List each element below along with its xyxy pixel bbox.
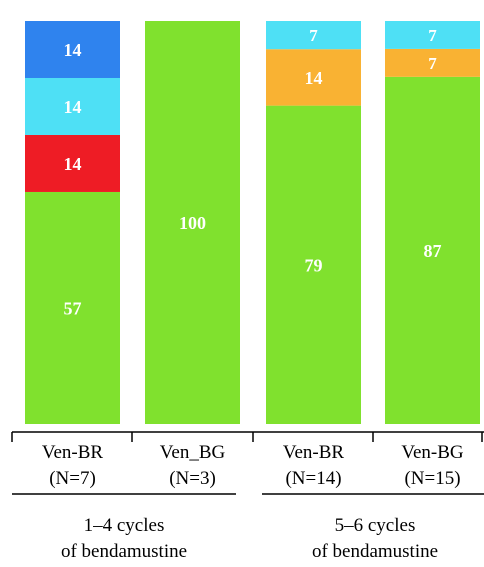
- bar-segment: [266, 49, 361, 106]
- group-labels: 1–4 cycles of bendamustine 5–6 cycles of be…: [12, 493, 484, 562]
- bar-segment: [266, 105, 361, 424]
- bar-segment: [385, 76, 480, 425]
- bar-1: 57 14 14 14: [25, 21, 120, 424]
- bars-layer: 57 14 14 14 100 79 14 7 87 7 7: [25, 21, 480, 425]
- category-labels: Ven-BR (N=7) Ven_BG (N=3) Ven-BR (N=14) Ven-BG…: [42, 442, 464, 489]
- x-axis: [11, 431, 484, 442]
- group-label-line2: of bendamustine: [61, 541, 187, 562]
- data-label: 7: [428, 26, 437, 45]
- data-label: 87: [424, 241, 442, 261]
- bar-segment: [25, 191, 120, 424]
- group-label-line1: 1–4 cycles: [84, 515, 165, 536]
- bar-4: 87 7 7: [385, 21, 480, 425]
- category-n-label: (N=15): [404, 468, 460, 489]
- category-name-label: Ven-BR: [283, 442, 345, 463]
- bar-3: 79 14 7: [266, 21, 361, 424]
- bar-2: 100: [145, 21, 240, 424]
- bar-segment: [385, 48, 480, 77]
- bar-segment: [385, 21, 480, 49]
- category-name-label: Ven-BR: [42, 442, 104, 463]
- data-label: 14: [64, 40, 82, 60]
- data-label: 79: [305, 255, 323, 275]
- data-label: 14: [64, 154, 82, 174]
- category-n-label: (N=14): [285, 468, 341, 489]
- data-label: 14: [305, 68, 323, 88]
- data-label: 7: [309, 26, 318, 45]
- category-name-label: Ven-BG: [401, 442, 464, 463]
- group-label-line1: 5–6 cycles: [335, 515, 416, 536]
- bar-segment: [25, 134, 120, 192]
- bar-segment: [25, 21, 120, 78]
- bar-segment: [25, 77, 120, 135]
- data-label: 7: [428, 54, 437, 73]
- data-label: 57: [64, 298, 82, 318]
- category-n-label: (N=3): [169, 468, 216, 489]
- category-n-label: (N=7): [49, 468, 96, 489]
- group-label-line2: of bendamustine: [312, 541, 438, 562]
- category-name-label: Ven_BG: [160, 442, 226, 463]
- data-label: 14: [64, 97, 82, 117]
- data-label: 100: [179, 213, 206, 233]
- bar-segment: [145, 21, 240, 424]
- bar-segment: [266, 21, 361, 50]
